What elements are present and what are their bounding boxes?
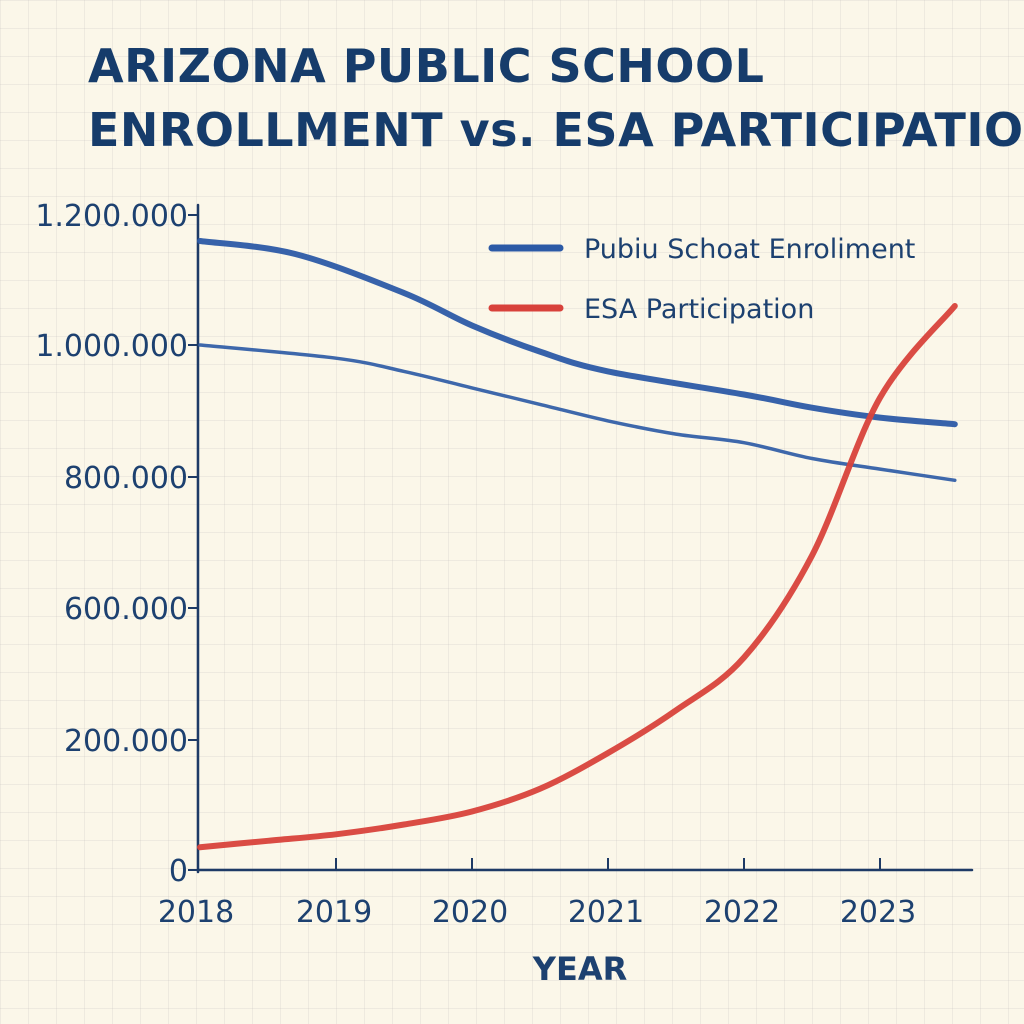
chart-title: ARIZONA PUBLIC SCHOOL ENROLLMENT vs. ESA… [88,34,1024,162]
legend-label: ESA Participation [584,294,814,325]
y-tick-label: 0 [169,854,188,889]
x-tick-label: 2022 [704,895,780,930]
chart-legend: Pubiu Schoat Enroliment ESA Participation [488,234,915,325]
y-axis-ticks: 0 200.000 600.000 800.000 1.000.000 1.200.000 [35,199,198,889]
esa-participation-line [197,303,958,851]
chart-title-line-2: ENROLLMENT vs. ESA PARTICIPATION [88,103,1024,157]
chart-title-line-1: ARIZONA PUBLIC SCHOOL [88,39,765,93]
public-enrollment-line [197,238,958,428]
y-tick-label: 600.000 [64,592,188,627]
public-enrollment-secondary-line [198,343,957,483]
y-tick-label: 200.000 [64,724,188,759]
x-axis-ticks: 2018 2019 2020 2021 2022 2023 [158,858,916,930]
x-tick-label: 2021 [568,895,644,930]
chart-axes [196,203,974,874]
chart-series [197,238,958,851]
legend-label: Pubiu Schoat Enroliment [584,234,915,265]
y-tick-label: 800.000 [64,461,188,496]
x-tick-label: 2023 [840,895,916,930]
x-axis-title: YEAR [532,950,627,988]
x-tick-label: 2020 [432,895,508,930]
y-tick-label: 1.200.000 [35,199,188,234]
y-tick-label: 1.000.000 [35,329,188,364]
x-tick-label: 2019 [296,895,372,930]
x-tick-label: 2018 [158,895,234,930]
